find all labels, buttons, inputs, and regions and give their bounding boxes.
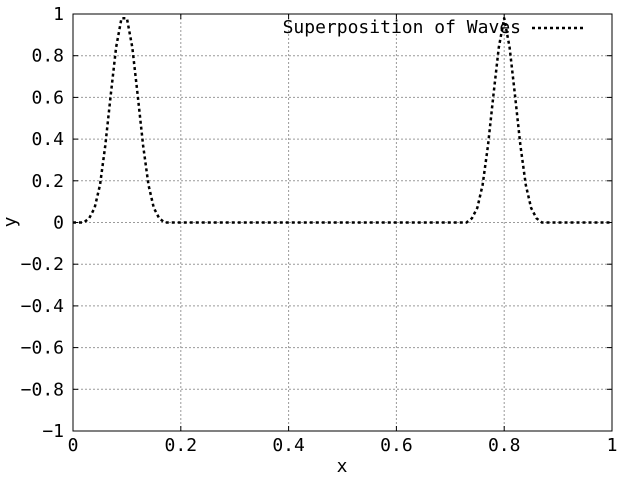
y-tick-label: −0.2 [21, 254, 64, 275]
x-tick-label: 0.4 [272, 435, 305, 456]
y-tick-label: −0.8 [21, 379, 64, 400]
y-tick-label: −1 [42, 421, 64, 442]
y-tick-label: 0.6 [31, 87, 64, 108]
x-tick-label: 0.2 [165, 435, 198, 456]
y-tick-label: −0.4 [21, 296, 64, 317]
y-tick-label: 0.2 [31, 171, 64, 192]
x-tick-label: 0 [68, 435, 79, 456]
legend: Superposition of Waves [283, 17, 586, 38]
y-tick-label: 0.8 [31, 46, 64, 67]
axis-ticks: 0 0.2 0.4 0.6 0.8 1 −1 −0.8 −0.6 −0.4 −0.2 0 0.2 0.4 0… [21, 4, 618, 456]
series-line-0 [73, 16, 612, 224]
x-axis-label: x [337, 456, 348, 477]
series-layer [73, 16, 612, 224]
y-tick-label: 1 [53, 4, 64, 25]
legend-label: Superposition of Waves [283, 17, 521, 38]
y-tick-label: −0.6 [21, 338, 64, 359]
x-tick-label: 1 [607, 435, 618, 456]
x-tick-label: 0.8 [488, 435, 521, 456]
y-tick-label: 0 [53, 213, 64, 234]
y-axis-label: y [0, 216, 21, 227]
x-tick-label: 0.6 [380, 435, 413, 456]
y-tick-label: 0.4 [31, 129, 64, 150]
